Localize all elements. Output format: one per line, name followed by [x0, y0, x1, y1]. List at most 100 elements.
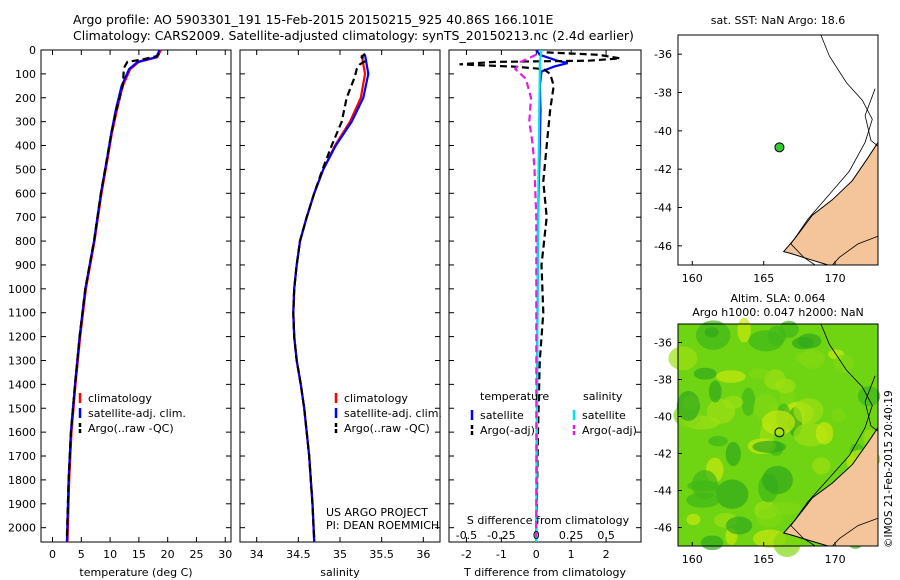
sla-map-sla-blob — [725, 441, 741, 467]
pressure-tick-label: 1600 — [8, 426, 36, 439]
sla-map-contour — [864, 375, 879, 432]
difference-xlabel: T difference from climatology — [463, 566, 626, 579]
temperature-legend-label: satellite-adj. clim. — [88, 407, 186, 420]
sla-map-sla-blob — [725, 516, 753, 535]
temperature-series-argo-raw-qc- — [65, 52, 160, 538]
pressure-tick-label: 2000 — [8, 522, 36, 535]
pressure-tick-label: 1200 — [8, 331, 36, 344]
sla-map-sla-blob — [676, 391, 700, 421]
title-line-2: Climatology: CARS2009. Satellite-adjuste… — [73, 28, 634, 43]
pressure-tick-label: 0 — [29, 44, 36, 57]
sla-map-sla-blob — [737, 317, 751, 343]
sla-map-ytick-label: -44 — [654, 485, 672, 498]
difference-s-tick-label: -0.5 — [456, 529, 477, 542]
sla-map-ytick-label: -40 — [654, 411, 672, 424]
sst-map-ytick-label: -42 — [654, 163, 672, 176]
sla-map-sla-blob — [748, 330, 784, 352]
pressure-tick-label: 1700 — [8, 450, 36, 463]
sla-map-sla-blob — [752, 440, 787, 453]
difference-series-salinity-satellite — [535, 49, 543, 543]
salinity-legend-label: climatology — [344, 392, 408, 405]
sla-map-sla-blob — [715, 479, 749, 509]
salinity-xtick-label: 34 — [250, 548, 264, 561]
pressure-tick-label: 800 — [15, 235, 36, 248]
salinity-xtick-label: 34.5 — [286, 548, 311, 561]
sla-map-sla-blob — [775, 378, 796, 394]
sla-map-sla-blob — [773, 530, 801, 558]
difference-legend-label: Argo(-adj) — [480, 424, 535, 437]
temperature-xtick-label: 10 — [103, 548, 117, 561]
difference-series-temperature-argo-adj- — [459, 51, 621, 538]
pressure-tick-label: 600 — [15, 187, 36, 200]
sst-map-argo-marker — [774, 142, 785, 153]
sla-map-ytick-label: -36 — [654, 337, 672, 350]
sla-map-land — [782, 425, 879, 547]
sla-map-sla-blob — [815, 421, 834, 445]
salinity-legend-label: Argo(..raw -QC) — [344, 422, 430, 435]
sst-map-contour — [864, 88, 879, 147]
difference-legend-label: satellite — [480, 409, 524, 422]
sla-map-sla-blob — [704, 327, 719, 338]
temperature-legend-label: Argo(..raw -QC) — [88, 422, 174, 435]
sla-map-sla-blob — [723, 395, 744, 409]
pressure-tick-label: 1400 — [8, 378, 36, 391]
difference-xtick-label: -2 — [461, 548, 472, 561]
difference-s-tick-label: 0.5 — [597, 529, 615, 542]
sla-map-sla-blob — [668, 346, 698, 371]
sst-map-xtick-label: 160 — [682, 272, 703, 285]
sst-map-xtick-label: 170 — [825, 272, 846, 285]
temperature-xtick-label: 30 — [218, 548, 232, 561]
temperature-xtick-label: 15 — [132, 548, 146, 561]
sla-map-contour — [790, 323, 873, 547]
sla-map-xtick-label: 165 — [753, 553, 774, 566]
difference-s-tick-label: -0.25 — [487, 529, 515, 542]
pressure-tick-label: 900 — [15, 259, 36, 272]
sst-map-ytick-label: -44 — [654, 202, 672, 215]
difference-s-tick-label: 0 — [533, 529, 540, 542]
sla-map-contour — [832, 517, 879, 547]
sst-map-ytick-label: -46 — [654, 240, 672, 253]
title-line-1: Argo profile: AO 5903301_191 15-Feb-2015… — [73, 12, 554, 27]
sla-map-sla-blob — [748, 368, 770, 379]
sst-map-ytick-label: -38 — [654, 87, 672, 100]
sst-map-ytick-label: -36 — [654, 48, 672, 61]
pressure-tick-label: 500 — [15, 163, 36, 176]
sst-map-ytick-label: -40 — [654, 125, 672, 138]
salinity-annotation: US ARGO PROJECT — [326, 506, 428, 519]
sla-map-sla-blob — [762, 465, 793, 495]
sla-map-sla-blob — [715, 370, 746, 383]
sla-map-argo-marker — [774, 427, 785, 438]
temperature-xlabel: temperature (deg C) — [79, 566, 192, 579]
sla-map-sla-blob — [741, 387, 756, 416]
salinity-xtick-label: 35.5 — [369, 548, 394, 561]
difference-xtick-label: 0 — [533, 548, 540, 561]
pressure-tick-label: 700 — [15, 211, 36, 224]
salinity-legend-label: satellite-adj. clim. — [344, 407, 442, 420]
salinity-annotation: PI: DEAN ROEMMICH — [326, 519, 439, 532]
temperature-legend-label: climatology — [88, 392, 152, 405]
temperature-xtick-label: 25 — [189, 548, 203, 561]
sst-map-contour — [790, 34, 873, 266]
sst-map-land — [782, 140, 879, 266]
sla-map-ytick-label: -46 — [654, 522, 672, 535]
sla-map-sla-blob — [795, 351, 824, 365]
pressure-tick-label: 1000 — [8, 283, 36, 296]
temperature-axes-box — [40, 49, 232, 543]
sla-map-xtick-label: 160 — [682, 553, 703, 566]
difference-xlabel-top: S difference from climatology — [467, 514, 630, 527]
sst-map-xtick-label: 165 — [753, 272, 774, 285]
pressure-tick-label: 1900 — [8, 498, 36, 511]
sla-map-sla-blob — [686, 513, 701, 526]
difference-series-salinity-argo-adj- — [513, 53, 538, 538]
sla-map-sla-blob — [769, 501, 802, 515]
sst-map-title: sat. SST: NaN Argo: 18.6 — [711, 14, 845, 27]
sla-map-ytick-label: -42 — [654, 448, 672, 461]
salinity-xlabel: salinity — [320, 566, 360, 579]
salinity-xtick-label: 35 — [333, 548, 347, 561]
difference-legend-temperature-title: temperature — [480, 390, 549, 403]
sla-map-sla-blob — [700, 535, 724, 551]
difference-axes-box — [448, 49, 642, 543]
sla-map-sla-blob — [693, 367, 717, 380]
pressure-tick-label: 200 — [15, 92, 36, 105]
